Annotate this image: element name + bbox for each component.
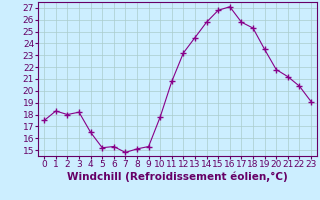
X-axis label: Windchill (Refroidissement éolien,°C): Windchill (Refroidissement éolien,°C) — [67, 172, 288, 182]
